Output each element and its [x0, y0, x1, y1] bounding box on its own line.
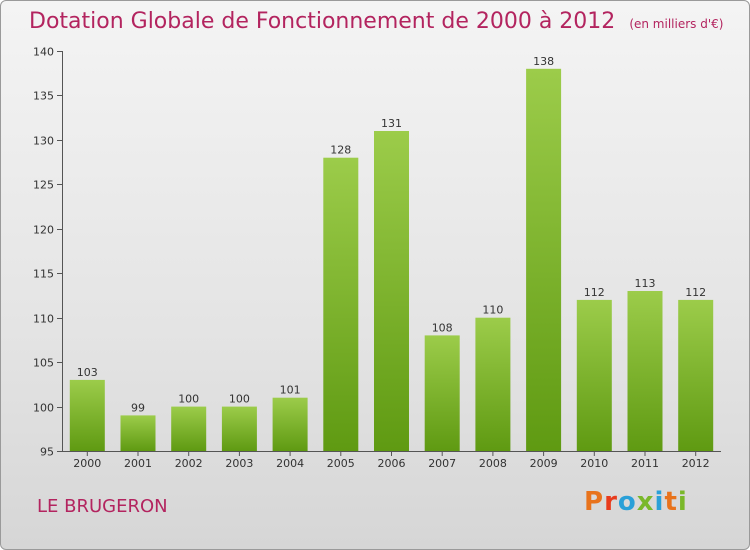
bar-value-label: 113: [635, 277, 656, 290]
y-tick-label: 100: [33, 402, 54, 415]
x-tick-label: 2011: [631, 457, 659, 470]
bar-value-label: 131: [381, 117, 402, 130]
bar-value-label: 108: [432, 321, 453, 334]
bar-value-label: 112: [685, 286, 706, 299]
logo-letter: o: [617, 487, 637, 517]
bar-2008: [475, 317, 511, 451]
y-tick-label: 130: [33, 135, 54, 148]
x-tick-label: 2002: [175, 457, 203, 470]
x-tick-label: 2006: [378, 457, 406, 470]
y-tick-label: 115: [33, 268, 54, 281]
y-tick-label: 135: [33, 90, 54, 103]
bar-2009: [526, 68, 562, 452]
bar-value-label: 110: [482, 304, 503, 317]
x-tick-label: 2012: [682, 457, 710, 470]
x-tick-label: 2004: [276, 457, 304, 470]
bar-value-label: 99: [131, 401, 145, 414]
bar-2004: [272, 397, 308, 451]
logo-letter: r: [604, 487, 618, 517]
logo-letter: i: [654, 487, 665, 517]
logo-letter: i: [677, 487, 688, 517]
logo-letter: P: [584, 487, 605, 517]
bars-group: 103 99 100 100 101 128 131 108 110 138 112 113 112: [69, 55, 714, 452]
bar-2006: [374, 131, 409, 451]
x-tick-label: 2008: [479, 457, 507, 470]
logo-letter: x: [636, 487, 655, 517]
chart-unit-note: (en milliers d'€): [629, 17, 724, 31]
y-axis-ticks: 95 100 105 110 115 120 125 130 135 140: [33, 46, 62, 459]
bar-2005: [323, 157, 359, 451]
y-tick-label: 110: [33, 313, 54, 326]
logo-letter: t: [664, 487, 678, 517]
bar-2000: [69, 379, 105, 451]
bar-2010: [576, 299, 612, 451]
bar-2011: [627, 291, 663, 451]
bar-2001: [120, 415, 156, 451]
y-tick-label: 140: [33, 46, 54, 59]
x-tick-label: 2010: [580, 457, 608, 470]
bar-value-label: 128: [330, 144, 351, 157]
commune-name: LE BRUGERON: [37, 496, 168, 517]
x-axis-ticks: 2000 2001 2002 2003 2004 2005 2006 2007 2008 2009…: [73, 451, 710, 470]
bar-value-label: 101: [280, 384, 301, 397]
chart-title-text: Dotation Globale de Fonctionnement de 20…: [29, 9, 616, 34]
y-tick-label: 95: [40, 446, 54, 459]
bar-value-label: 100: [178, 393, 199, 406]
bar-2012: [678, 299, 714, 451]
y-tick-label: 125: [33, 179, 54, 192]
proxiti-logo[interactable]: Proxiti: [584, 487, 688, 517]
x-tick-label: 2009: [530, 457, 558, 470]
bar-value-label: 100: [229, 393, 250, 406]
x-tick-label: 2003: [225, 457, 253, 470]
x-tick-label: 2005: [327, 457, 355, 470]
bar-2003: [221, 406, 257, 451]
y-tick-label: 120: [33, 224, 54, 237]
bar-2007: [424, 335, 460, 451]
y-tick-label: 105: [33, 357, 54, 370]
bar-2002: [171, 406, 207, 451]
chart-title: Dotation Globale de Fonctionnement de 20…: [29, 9, 723, 34]
x-tick-label: 2001: [124, 457, 152, 470]
x-tick-label: 2000: [73, 457, 101, 470]
bar-value-label: 103: [77, 366, 98, 379]
bar-value-label: 138: [533, 55, 554, 68]
bar-value-label: 112: [584, 286, 605, 299]
x-tick-label: 2007: [428, 457, 456, 470]
